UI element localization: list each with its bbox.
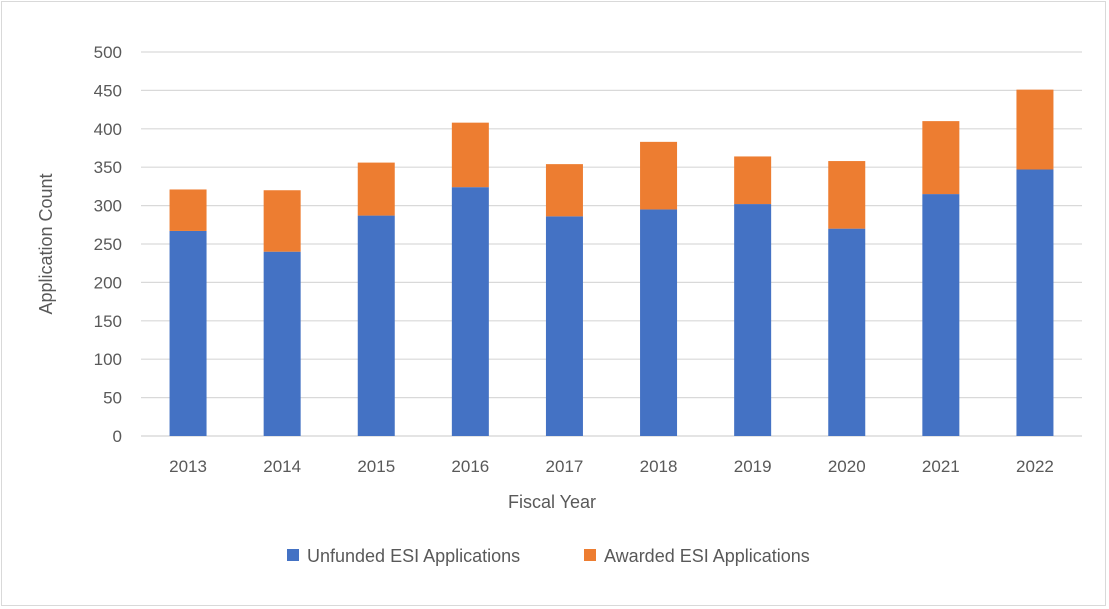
bar-awarded <box>169 189 207 231</box>
bar-awarded <box>828 161 866 229</box>
bar-unfunded <box>640 209 678 436</box>
x-tick-label: 2013 <box>169 457 207 476</box>
y-tick-labels: 0 50 100 150 200 250 300 350 400 450 500 <box>94 43 122 446</box>
bar-awarded <box>1016 89 1054 170</box>
bar-unfunded <box>734 204 772 436</box>
y-tick-label: 450 <box>94 81 122 100</box>
y-tick-label: 100 <box>94 350 122 369</box>
bar-unfunded <box>828 228 866 436</box>
x-tick-labels: 2013 2014 2015 2016 2017 2018 2019 2020 2021 2022 <box>169 457 1054 476</box>
bar-awarded <box>545 164 583 217</box>
bar-unfunded <box>357 215 395 436</box>
legend-label-unfunded: Unfunded ESI Applications <box>307 546 520 566</box>
bar-awarded <box>357 162 395 216</box>
x-tick-label: 2015 <box>357 457 395 476</box>
x-tick-label: 2021 <box>922 457 960 476</box>
x-tick-label: 2022 <box>1016 457 1054 476</box>
x-tick-label: 2016 <box>451 457 489 476</box>
x-tick-label: 2018 <box>640 457 678 476</box>
x-tick-label: 2014 <box>263 457 301 476</box>
bar-unfunded <box>263 251 301 436</box>
x-tick-label: 2017 <box>546 457 584 476</box>
legend: Unfunded ESI Applications Awarded ESI Ap… <box>287 546 810 566</box>
y-tick-label: 350 <box>94 158 122 177</box>
bar-unfunded <box>451 187 489 436</box>
bar-awarded <box>734 156 772 205</box>
y-tick-label: 500 <box>94 43 122 62</box>
legend-swatch-unfunded <box>287 549 299 561</box>
y-tick-label: 250 <box>94 235 122 254</box>
y-tick-label: 200 <box>94 273 122 292</box>
x-tick-label: 2019 <box>734 457 772 476</box>
legend-swatch-awarded <box>584 549 596 561</box>
y-tick-label: 300 <box>94 197 122 216</box>
y-tick-label: 400 <box>94 120 122 139</box>
x-axis-title: Fiscal Year <box>508 492 596 512</box>
bar-awarded <box>451 122 489 188</box>
x-tick-label: 2020 <box>828 457 866 476</box>
bar-awarded <box>263 190 301 252</box>
bar-unfunded <box>545 216 583 436</box>
bars <box>169 89 1054 436</box>
y-tick-label: 50 <box>103 389 122 408</box>
y-tick-label: 0 <box>113 427 122 446</box>
bar-unfunded <box>1016 169 1054 436</box>
bar-awarded <box>640 141 678 210</box>
legend-label-awarded: Awarded ESI Applications <box>604 546 810 566</box>
y-axis-title: Application Count <box>36 173 56 314</box>
y-tick-label: 150 <box>94 312 122 331</box>
bar-unfunded <box>169 230 207 436</box>
bar-awarded <box>922 121 960 195</box>
bar-unfunded <box>922 194 960 436</box>
